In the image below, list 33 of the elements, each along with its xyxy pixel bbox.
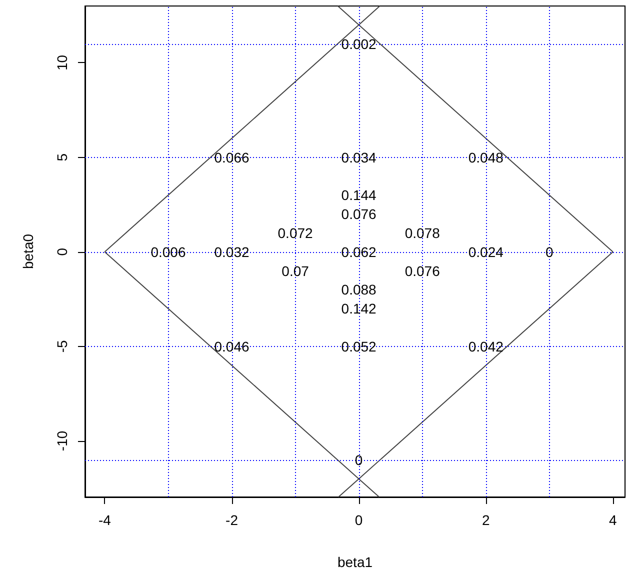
annotation: 0.034: [341, 149, 377, 166]
y-tick-label: -10: [54, 430, 70, 452]
annotation: 0.046: [214, 338, 250, 354]
annotation: 0.088: [341, 282, 377, 298]
annotation: 0.144: [341, 187, 377, 204]
y-axis-title: beta0: [20, 234, 36, 270]
annotation: 0.07: [282, 262, 310, 279]
y-tick-label: 0: [54, 248, 70, 256]
y-tick-label: 5: [54, 153, 70, 162]
annotation: 0.032: [214, 244, 250, 260]
annotation: 0.076: [341, 206, 377, 222]
x-tick-label: -2: [226, 512, 238, 528]
annotation: 0.066: [214, 149, 250, 166]
x-tick-label: -4: [98, 512, 112, 528]
x-axis-title: beta1: [337, 554, 373, 570]
annotation: 0.024: [468, 244, 504, 260]
y-tick-label: 10: [54, 54, 70, 71]
annotation: 0.062: [341, 244, 377, 260]
annotation: 0.048: [468, 149, 504, 166]
annotation: 0.006: [150, 244, 186, 260]
annotation: 0.052: [341, 338, 377, 354]
x-tick-label: 4: [609, 512, 618, 528]
annotation: 0.042: [468, 338, 504, 354]
annotation: 0: [354, 452, 363, 468]
x-tick-label: 0: [354, 512, 363, 528]
x-tick-label: 2: [482, 512, 490, 528]
annotation: 0.142: [341, 300, 377, 317]
annotation: 0.078: [404, 224, 440, 241]
annotation: 0.002: [341, 36, 377, 52]
annotation: 0.072: [278, 224, 314, 241]
annotation: 0.076: [404, 262, 440, 279]
annotation: 0: [546, 244, 554, 260]
y-tick-label: -5: [54, 340, 70, 353]
